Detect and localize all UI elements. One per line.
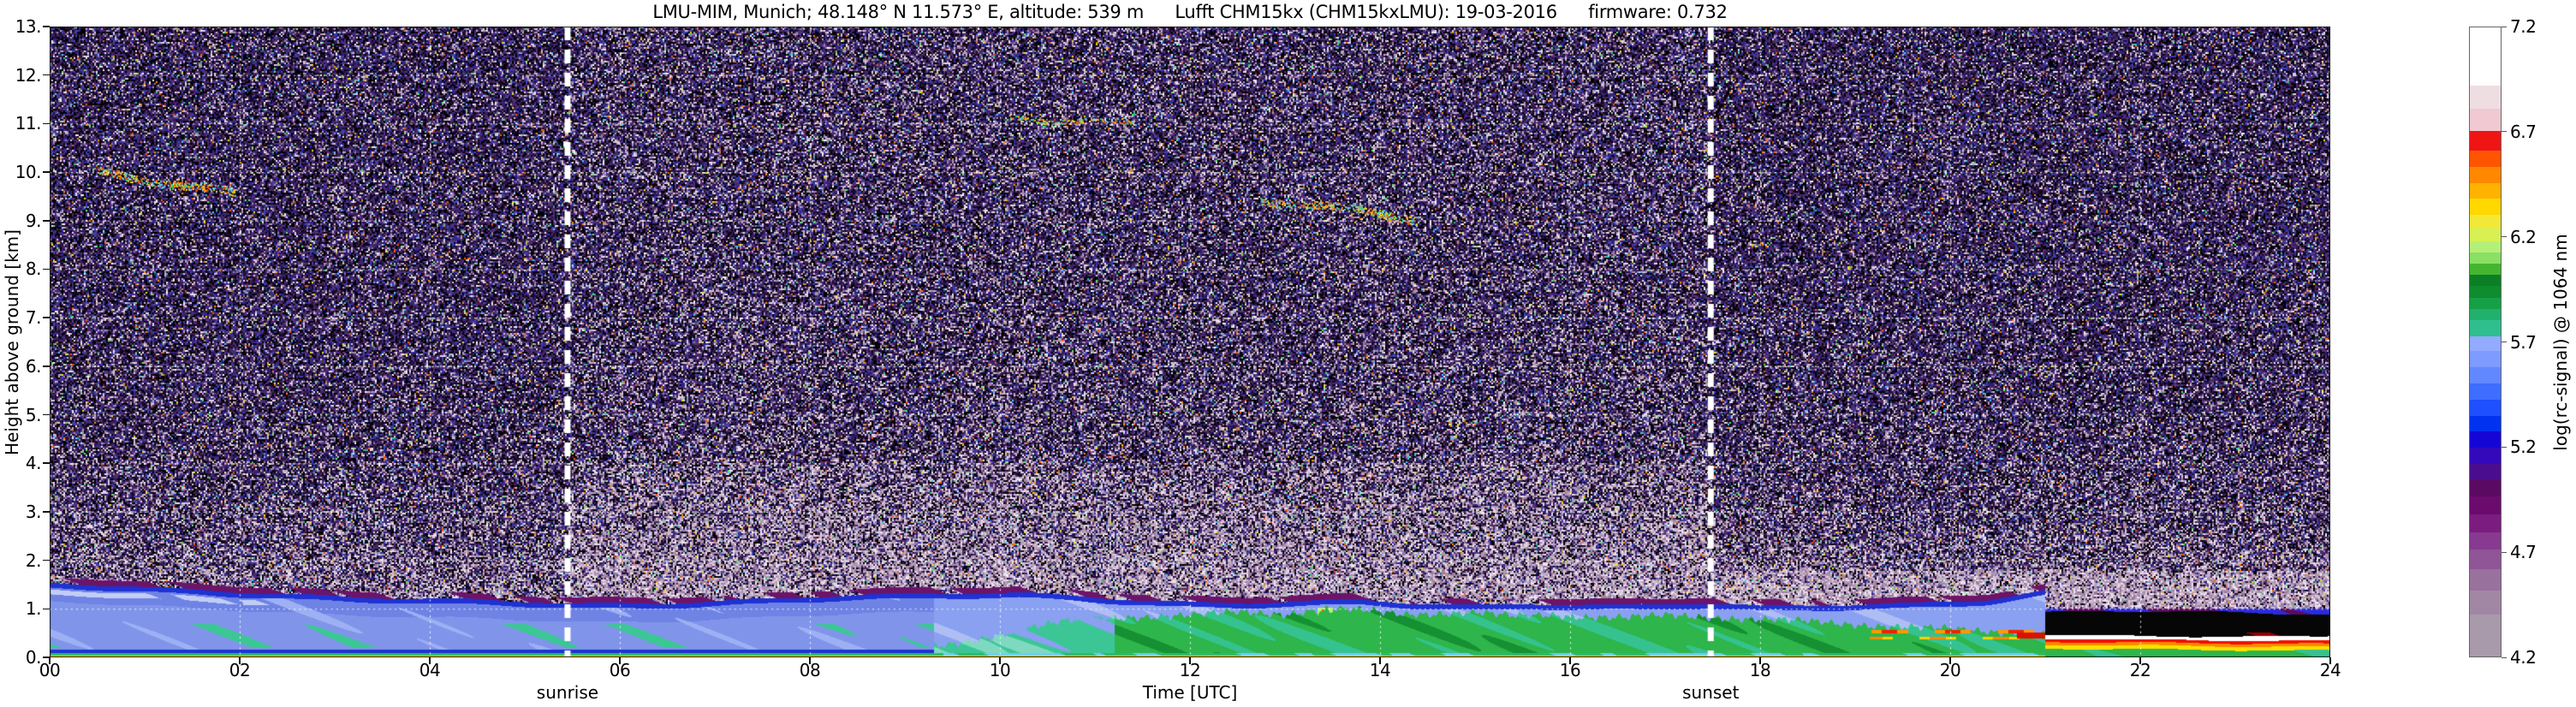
plot-title: LMU-MIM, Munich; 48.148° N 11.573° E, al… [50, 2, 2330, 22]
colorbar-segment [2470, 182, 2501, 199]
colorbar-segment [2470, 320, 2501, 336]
colorbar-tick-mark [2502, 656, 2507, 658]
y-tick-label: 5. [25, 404, 42, 425]
x-tick-mark [49, 657, 51, 664]
colorbar-tick-label: 4.7 [2510, 542, 2537, 563]
colorbar-segment [2470, 336, 2501, 351]
x-tick-mark [619, 657, 621, 664]
y-tick-label: 0. [25, 647, 42, 668]
y-tick-label: 9. [25, 210, 42, 231]
colorbar-segment [2470, 532, 2501, 550]
colorbar-tick-mark [2502, 446, 2507, 448]
colorbar-segment [2470, 150, 2501, 167]
colorbar [2469, 27, 2502, 657]
colorbar-label: log(rc-signal) @ 1064 nm [2550, 234, 2571, 451]
y-tick-mark [43, 268, 50, 270]
x-tick-mark [239, 657, 241, 664]
y-tick-mark [43, 462, 50, 464]
colorbar-tick-mark [2502, 551, 2507, 553]
colorbar-tick-label: 4.2 [2510, 647, 2537, 668]
colorbar-segment [2470, 514, 2501, 532]
y-tick-label: 2. [25, 550, 42, 571]
y-tick-label: 13. [15, 16, 42, 37]
colorbar-segment [2470, 166, 2501, 183]
colorbar-segment [2470, 366, 2501, 383]
colorbar-segment [2470, 131, 2501, 151]
y-tick-mark [43, 171, 50, 173]
title-location: LMU-MIM, Munich; 48.148° N 11.573° E, al… [652, 2, 1145, 22]
colorbar-segment [2470, 263, 2501, 276]
x-tick-mark [1949, 657, 1951, 664]
y-tick-label: 11. [15, 113, 42, 134]
colorbar-segment [2470, 108, 2501, 132]
colorbar-segment [2470, 27, 2501, 86]
colorbar-segment [2470, 308, 2501, 321]
sunrise-annotation: sunrise [536, 682, 599, 703]
x-tick-mark [2139, 657, 2141, 664]
colorbar-segment [2470, 228, 2501, 241]
x-tick-mark [809, 657, 811, 664]
y-tick-label: 4. [25, 453, 42, 474]
colorbar-tick-label: 5.7 [2510, 331, 2537, 353]
y-tick-label: 6. [25, 355, 42, 377]
colorbar-segment [2470, 241, 2501, 253]
colorbar-tick-label: 5.2 [2510, 437, 2537, 458]
title-instrument: Lufft CHM15kx (CHM15kxLMU): 19-03-2016 [1175, 2, 1557, 22]
x-tick-mark [1379, 657, 1381, 664]
y-tick-label: 1. [25, 598, 42, 620]
y-tick-mark [43, 413, 50, 416]
colorbar-segment [2470, 464, 2501, 481]
y-tick-mark [43, 122, 50, 125]
ceilometer-heatmap-canvas [50, 27, 2330, 657]
x-tick-mark [2329, 657, 2331, 664]
x-tick-mark [1759, 657, 1761, 664]
y-tick-mark [43, 74, 50, 76]
y-tick-label: 7. [25, 307, 42, 329]
colorbar-segment [2470, 350, 2501, 367]
y-tick-mark [43, 365, 50, 367]
colorbar-segment [2470, 286, 2501, 298]
colorbar-segment [2470, 448, 2501, 465]
colorbar-segment [2470, 415, 2501, 432]
y-tick-label: 3. [25, 501, 42, 522]
y-tick-label: 8. [25, 258, 42, 280]
y-tick-mark [43, 317, 50, 318]
colorbar-segment [2470, 399, 2501, 416]
colorbar-tick-mark [2502, 131, 2507, 133]
colorbar-tick-label: 6.7 [2510, 121, 2537, 142]
colorbar-segment [2470, 383, 2501, 400]
colorbar-tick-label: 7.2 [2510, 16, 2537, 37]
y-tick-mark [43, 656, 50, 658]
x-tick-mark [429, 657, 431, 664]
x-tick-mark [999, 657, 1001, 664]
colorbar-segment [2470, 431, 2501, 449]
y-tick-mark [43, 559, 50, 561]
colorbar-tick-mark [2502, 236, 2507, 238]
y-tick-label: 10. [15, 162, 42, 183]
x-tick-mark [1569, 657, 1571, 664]
x-tick-mark [1189, 657, 1191, 664]
colorbar-segment [2470, 215, 2501, 229]
colorbar-segment [2470, 86, 2501, 109]
colorbar-segment [2470, 496, 2501, 514]
y-tick-label: 12. [15, 64, 42, 86]
colorbar-segment [2470, 614, 2501, 656]
sunset-annotation: sunset [1682, 682, 1740, 703]
y-tick-mark [43, 608, 50, 610]
colorbar-segment [2470, 275, 2501, 287]
y-tick-mark [43, 220, 50, 222]
colorbar-segment [2470, 199, 2501, 216]
y-tick-mark [43, 511, 50, 513]
colorbar-segment [2470, 590, 2501, 615]
colorbar-tick-label: 6.2 [2510, 226, 2537, 247]
colorbar-segment [2470, 297, 2501, 309]
colorbar-segment [2470, 252, 2501, 264]
y-tick-mark [43, 26, 50, 27]
colorbar-segment [2470, 480, 2501, 496]
title-firmware: firmware: 0.732 [1588, 2, 1728, 22]
colorbar-segment [2470, 550, 2501, 569]
colorbar-segment [2470, 568, 2501, 591]
x-axis-label: Time [UTC] [1142, 682, 1238, 703]
